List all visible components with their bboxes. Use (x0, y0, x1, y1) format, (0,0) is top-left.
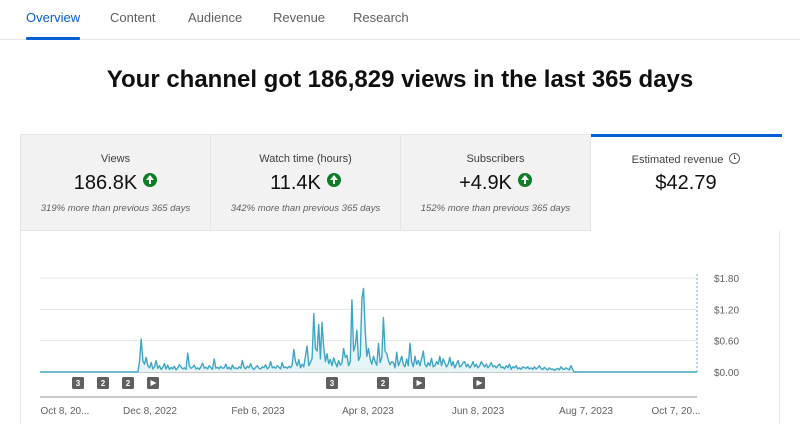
arrow-up-circle-icon (143, 173, 158, 187)
marker-count-label: 3 (330, 379, 335, 388)
metric-value: +4.9K (459, 172, 512, 194)
metric-note: 152% more than previous 365 days (420, 203, 571, 214)
metric-value: $42.79 (655, 172, 717, 194)
arrow-up-circle-icon (517, 173, 532, 187)
x-tick-label: Apr 8, 2023 (342, 406, 394, 417)
tab-revenue[interactable]: Revenue (273, 10, 326, 25)
metric-views[interactable]: Views 186.8K 319% more than previous 365… (21, 135, 211, 231)
metric-label: Subscribers (466, 153, 525, 165)
upload-count-marker (72, 377, 84, 389)
x-tick-label: Oct 8, 20... (41, 406, 90, 417)
upload-count-marker (326, 377, 338, 389)
y-tick-label: $0.60 (714, 337, 739, 348)
tab-research[interactable]: Research (353, 10, 409, 25)
series-line (40, 287, 697, 373)
series-area (40, 288, 697, 372)
y-tick-label: $1.20 (714, 305, 739, 316)
x-tick-label: Dec 8, 2022 (123, 406, 177, 417)
y-tick-label: $1.80 (714, 274, 739, 285)
marker-count-label: 2 (126, 379, 131, 388)
tab-audience[interactable]: Audience (188, 10, 243, 25)
x-tick-label: Feb 6, 2023 (231, 406, 285, 417)
tab-overview[interactable]: Overview (26, 10, 81, 40)
metric-label: Watch time (hours) (259, 153, 352, 165)
y-tick-label: $0.00 (714, 368, 739, 379)
tab-bar: Overview Content Audience Revenue Resear… (0, 0, 800, 40)
x-tick-label: Aug 7, 2023 (559, 406, 613, 417)
clock-icon[interactable] (729, 153, 741, 164)
upload-count-marker (377, 377, 389, 389)
play-icon (150, 380, 157, 386)
upload-count-marker (97, 377, 109, 389)
metric-value: 11.4K (270, 172, 321, 194)
play-icon (416, 380, 423, 386)
metric-subscribers[interactable]: Subscribers +4.9K 152% more than previou… (401, 135, 591, 231)
marker-count-label: 2 (101, 379, 106, 388)
metric-note: 319% more than previous 365 days (40, 203, 191, 214)
metric-estimated-revenue[interactable]: Estimated revenue $42.79 (591, 134, 782, 231)
arrow-up-circle-icon (326, 173, 341, 187)
marker-count-label: 2 (381, 379, 386, 388)
upload-count-marker (122, 377, 134, 389)
tab-content[interactable]: Content (110, 10, 156, 25)
marker-count-label: 3 (76, 379, 81, 388)
metric-value: 186.8K (73, 172, 138, 194)
metric-watch-time[interactable]: Watch time (hours) 11.4K 342% more than … (211, 135, 401, 231)
page-headline: Your channel got 186,829 views in the la… (106, 66, 694, 93)
x-tick-label: Oct 7, 20... (652, 406, 701, 417)
metric-label: Estimated revenue (631, 154, 724, 166)
metric-note: 342% more than previous 365 days (230, 203, 381, 214)
metric-label: Views (100, 153, 131, 165)
play-icon (476, 380, 483, 386)
x-tick-label: Jun 8, 2023 (452, 406, 505, 417)
analytics-card: Views 186.8K 319% more than previous 365… (20, 134, 782, 424)
